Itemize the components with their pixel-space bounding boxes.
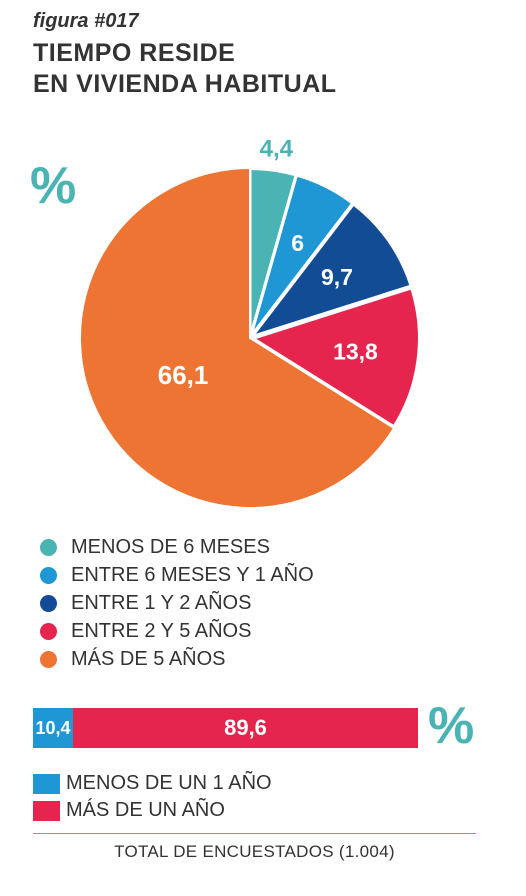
legend-label: ENTRE 2 Y 5 AÑOS [71, 619, 252, 642]
pie-slice-2 [250, 174, 354, 336]
pie-slice-3 [250, 203, 412, 338]
legend-dot-icon [40, 650, 57, 668]
footer-total: TOTAL DE ENCUESTADOS (1.004) [114, 842, 395, 861]
bar-legend-label: MÁS DE UN AÑO [66, 799, 225, 821]
stacked-bar: 10,4 89,6 [33, 708, 418, 748]
legend-dot-icon [40, 622, 57, 640]
legend-square-icon [33, 800, 60, 821]
bar-legend-item-2: MÁS DE UN AÑO [33, 797, 272, 824]
title-line-2: EN VIVIENDA HABITUAL [33, 70, 337, 98]
title-line-1: TIEMPO RESIDE [33, 39, 236, 67]
pie-percent-symbol: % [30, 157, 77, 215]
bar-segment-2: 89,6 [73, 708, 418, 748]
pie-legend-item-1: MENOS DE 6 MESES [40, 533, 314, 561]
pie-slice-label-2: 6 [291, 230, 304, 256]
bar-legend-label: MENOS DE UN 1 AÑO [66, 772, 272, 794]
bar-percent-symbol: % [428, 697, 475, 755]
pie-slice-label-3: 9,7 [321, 264, 353, 290]
pie-slice-label-5: 66,1 [158, 360, 209, 390]
chart-title: TIEMPO RESIDE EN VIVIENDA HABITUAL [33, 38, 337, 100]
legend-dot-icon [40, 594, 57, 612]
pie-legend: MENOS DE 6 MESES ENTRE 6 MESES Y 1 AÑO ENT… [40, 533, 314, 673]
pie-slice-5 [79, 166, 396, 509]
pie-legend-item-5: MÁS DE 5 AÑOS [40, 645, 314, 673]
legend-label: ENTRE 1 Y 2 AÑOS [71, 591, 252, 614]
pie-legend-item-4: ENTRE 2 Y 5 AÑOS [40, 617, 314, 645]
pie-legend-item-3: ENTRE 1 Y 2 AÑOS [40, 589, 314, 617]
figure-label: figura #017 [33, 10, 139, 32]
legend-label: MENOS DE 6 MESES [71, 535, 270, 558]
pie-legend-item-2: ENTRE 6 MESES Y 1 AÑO [40, 561, 314, 589]
legend-dot-icon [40, 538, 57, 556]
legend-dot-icon [40, 566, 57, 584]
bar-segment-1: 10,4 [33, 708, 74, 748]
bar-legend: MENOS DE UN 1 AÑO MÁS DE UN AÑO [33, 770, 272, 824]
bar-legend-item-1: MENOS DE UN 1 AÑO [33, 770, 272, 797]
legend-square-icon [33, 773, 60, 794]
legend-label: MÁS DE 5 AÑOS [71, 647, 226, 670]
pie-chart: 4,4 6 9,7 13,8 66,1 [79, 135, 420, 509]
pie-slice-label-1: 4,4 [260, 135, 294, 162]
pie-slice-label-4: 13,8 [333, 338, 378, 364]
legend-label: ENTRE 6 MESES Y 1 AÑO [71, 563, 314, 586]
footer-divider [33, 833, 476, 834]
pie-slice-4 [251, 287, 420, 428]
